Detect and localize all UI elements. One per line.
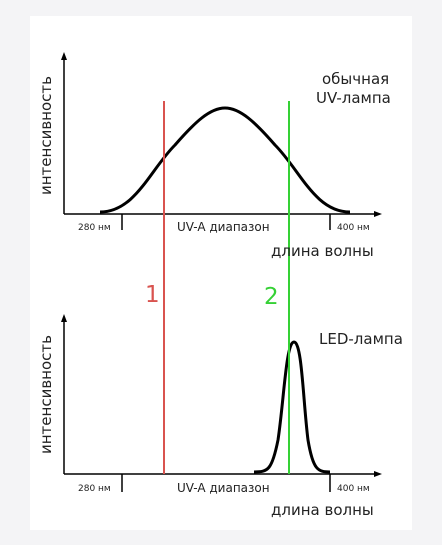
bottom-y-axis-arrow — [61, 314, 67, 322]
top-tick-left-label: 280 нм — [78, 223, 111, 233]
top-y-axis-label: интенсивность — [37, 76, 55, 195]
top-x-axis-label: длина волны — [271, 242, 374, 260]
top-y-axis-arrow — [61, 52, 67, 60]
bottom-tick-right-label: 400 нм — [337, 484, 370, 494]
bottom-x-axis-arrow — [374, 471, 382, 477]
bottom-tick-left-label: 280 нм — [78, 484, 111, 494]
bottom-y-axis-label: интенсивность — [37, 335, 55, 454]
bottom-x-axis-label: длина волны — [271, 501, 374, 519]
top-range-label: UV-A диапазон — [177, 220, 270, 234]
marker-2-label: 2 — [264, 284, 279, 310]
uv-lamp-label-line2: UV-лампа — [316, 89, 391, 107]
marker-1-label: 1 — [145, 282, 160, 308]
led-lamp-label: LED-лампа — [319, 330, 403, 348]
top-tick-right-label: 400 нм — [337, 223, 370, 233]
led-lamp-spectrum-curve — [253, 340, 331, 474]
uv-lamp-label-line1: обычная — [322, 70, 390, 88]
diagram-card — [30, 16, 412, 530]
bottom-range-label: UV-A диапазон — [177, 481, 270, 495]
uv-lamp-spectrum-curve — [99, 106, 351, 214]
top-x-axis-arrow — [374, 211, 382, 217]
